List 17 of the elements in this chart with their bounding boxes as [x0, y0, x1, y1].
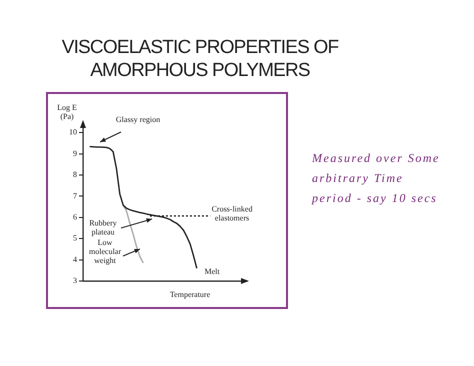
- annotation: Rubbery plateau: [89, 218, 117, 237]
- y-tick-label: 6: [73, 212, 77, 222]
- y-tick-label: 7: [73, 191, 77, 200]
- annotation: Glassy region: [116, 115, 160, 124]
- y-tick-label: 5: [73, 234, 77, 243]
- y-tick-label: 10: [69, 128, 77, 137]
- y-tick-label: 8: [73, 170, 77, 180]
- annotation: Low molecular weight: [89, 238, 122, 266]
- annotation: Cross-linked elastomers: [212, 204, 252, 223]
- chart-title: VISCOELASTIC PROPERTIES OF AMORPHOUS POLYMERS: [60, 36, 340, 82]
- y-tick-label: 3: [73, 276, 77, 286]
- annotation: Melt: [204, 267, 220, 276]
- y-tick-label: 9: [73, 148, 77, 158]
- y-axis-title: Log E (Pa): [57, 103, 77, 122]
- text: Measured over Some arbitrary Time period - say 10 secs: [312, 150, 441, 207]
- y-tick-label: 4: [73, 254, 77, 264]
- x-axis-title: Temperature: [170, 290, 211, 300]
